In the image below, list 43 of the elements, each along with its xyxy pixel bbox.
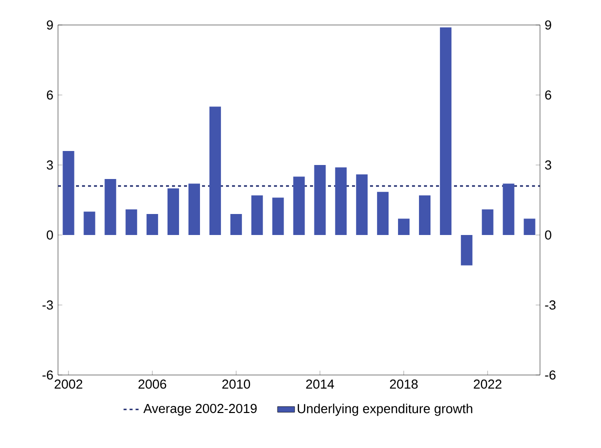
y2-tick-label: 3 bbox=[46, 160, 53, 170]
x-tick-label: 2014 bbox=[306, 380, 334, 389]
y2-tick-label: -6 bbox=[42, 370, 53, 380]
bar bbox=[524, 218, 536, 235]
legend-label: Underlying expenditure growth bbox=[298, 404, 472, 416]
bar bbox=[377, 192, 389, 235]
bar bbox=[272, 198, 284, 235]
bar bbox=[251, 195, 263, 235]
y-tick-label: 0 bbox=[545, 230, 552, 240]
legend-label: Average 2002-2019 bbox=[143, 404, 257, 416]
y2-tick-label: 6 bbox=[46, 90, 53, 100]
bar bbox=[209, 106, 221, 235]
y2-tick-label: 9 bbox=[46, 20, 53, 30]
x-tick-label: 2022 bbox=[474, 380, 502, 389]
bar bbox=[335, 167, 347, 235]
bar bbox=[168, 188, 180, 235]
bar bbox=[482, 209, 494, 235]
y-tick-label: -6 bbox=[545, 370, 556, 380]
bar bbox=[418, 195, 431, 235]
y2-tick-label: 0 bbox=[46, 230, 53, 240]
bar bbox=[126, 209, 138, 235]
x-tick-label: 2010 bbox=[222, 380, 250, 389]
bar bbox=[104, 178, 116, 235]
y-tick-label: 6 bbox=[545, 90, 552, 100]
y-tick-label: -3 bbox=[545, 300, 556, 310]
y-tick-label: 9 bbox=[545, 20, 552, 30]
x-tick-label: 2006 bbox=[138, 380, 166, 389]
bar bbox=[356, 174, 368, 235]
bar bbox=[460, 234, 472, 266]
y2-tick-label: -3 bbox=[42, 300, 53, 310]
bar bbox=[62, 150, 74, 235]
x-tick-label: 2002 bbox=[54, 380, 82, 389]
bar bbox=[84, 212, 96, 235]
x-tick-label: 2018 bbox=[390, 380, 418, 389]
bar bbox=[314, 165, 326, 235]
bar bbox=[502, 184, 514, 235]
y-tick-label: 3 bbox=[545, 160, 552, 170]
bar bbox=[146, 214, 158, 235]
bar bbox=[230, 214, 242, 235]
bar bbox=[293, 176, 305, 235]
bar bbox=[440, 27, 452, 235]
bar bbox=[188, 184, 200, 235]
bar bbox=[398, 218, 410, 235]
